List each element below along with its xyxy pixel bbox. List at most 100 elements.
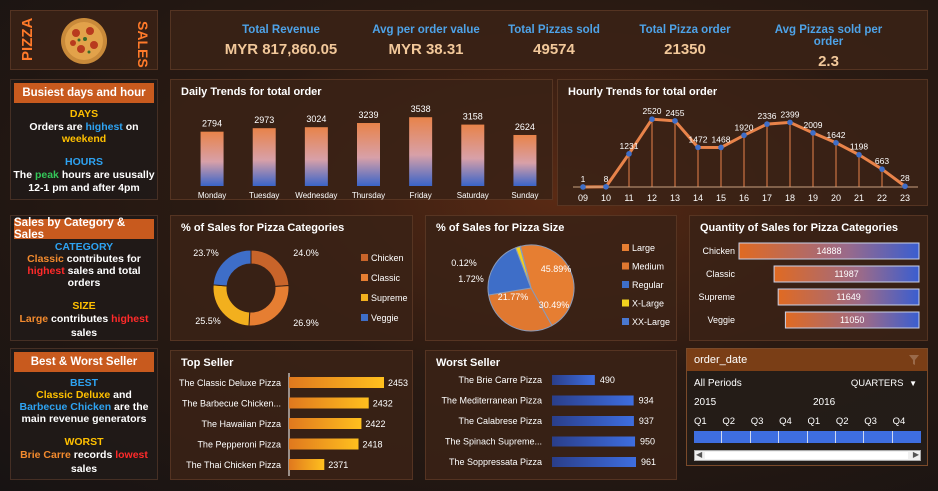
worst-line-2: sales bbox=[70, 463, 98, 475]
category-slice bbox=[250, 249, 290, 287]
timeline-granularity-dropdown[interactable]: QUARTERS ▼ bbox=[851, 378, 917, 389]
quarter-cell[interactable] bbox=[808, 431, 836, 443]
daily-bar bbox=[461, 124, 485, 186]
quarter-label: Q2 bbox=[835, 416, 849, 427]
size-highlight: Large bbox=[19, 313, 49, 325]
quarter-cell[interactable] bbox=[864, 431, 893, 443]
days-line-2: weekend bbox=[61, 133, 107, 145]
worst-seller-title: Worst Seller bbox=[436, 357, 500, 369]
quarter-cell[interactable] bbox=[722, 431, 751, 443]
legend-label: X-Large bbox=[632, 299, 664, 309]
quarter-cell[interactable] bbox=[893, 431, 921, 443]
hourly-point bbox=[649, 116, 655, 122]
worst-highlight: lowest bbox=[115, 449, 148, 461]
daily-bar-value: 2624 bbox=[515, 122, 535, 132]
pizza-icon bbox=[61, 18, 107, 64]
quarter-cell[interactable] bbox=[751, 431, 780, 443]
worst-seller-label: The Spinach Supreme... bbox=[445, 437, 542, 447]
worst-text: records bbox=[70, 449, 116, 461]
hourly-point bbox=[879, 166, 885, 172]
hourly-point-value: 1 bbox=[581, 174, 586, 184]
worst-seller-bar bbox=[552, 395, 634, 406]
top-seller-value: 2422 bbox=[365, 419, 385, 429]
qty-bar-label: Classic bbox=[706, 269, 736, 279]
scroll-left-icon[interactable]: ◀ bbox=[696, 450, 703, 459]
hourly-x-label: 13 bbox=[670, 193, 680, 203]
hourly-point-value: 2455 bbox=[666, 108, 685, 118]
daily-bar bbox=[304, 127, 328, 186]
daily-bar-value: 3538 bbox=[411, 104, 431, 114]
daily-bar-value: 2973 bbox=[254, 115, 274, 125]
kpi-total-revenue: Total Revenue MYR 817,860.05 bbox=[216, 11, 346, 58]
best-label: BEST bbox=[69, 377, 98, 389]
hourly-point-value: 8 bbox=[604, 174, 609, 184]
qty-bar-value: 14888 bbox=[816, 246, 841, 256]
qty-bar-value: 11649 bbox=[836, 292, 860, 302]
size-text: contributes bbox=[48, 313, 112, 325]
days-line-1: Orders are highest on bbox=[11, 121, 157, 134]
worst-seller-value: 950 bbox=[640, 437, 655, 447]
hourly-point bbox=[718, 144, 724, 151]
quarter-cell[interactable] bbox=[694, 431, 723, 443]
legend-label: Regular bbox=[632, 280, 664, 290]
hourly-point bbox=[672, 118, 678, 124]
worst-seller-label: The Brie Carre Pizza bbox=[458, 375, 542, 385]
daily-trend-chart: 2794 Monday 2973 Tuesday 3024 Wednesday 3239 Th… bbox=[198, 104, 539, 200]
quarter-label: Q1 bbox=[694, 416, 707, 427]
category-slice bbox=[212, 249, 252, 287]
quarter-cell[interactable] bbox=[836, 431, 865, 443]
hours-highlight: peak bbox=[34, 169, 59, 181]
quarter-cell[interactable] bbox=[779, 431, 808, 443]
best-pizza-2: Barbecue Chicken bbox=[19, 401, 112, 413]
legend-swatch bbox=[622, 262, 629, 270]
hourly-point-value: 1231 bbox=[620, 141, 639, 151]
daily-bar bbox=[357, 123, 380, 186]
quarter-label: Q3 bbox=[750, 416, 764, 427]
daily-bar-label: Saturday bbox=[457, 191, 489, 200]
hourly-point-value: 2009 bbox=[804, 120, 823, 130]
kpi-avg-pizzas-per-order: Avg Pizzas sold per order 2.3 bbox=[761, 11, 896, 70]
best-text: are the bbox=[111, 401, 149, 413]
best-and: and bbox=[110, 389, 132, 401]
kpi-title: Avg per order value bbox=[372, 24, 480, 36]
category-qty-chart: Chicken 14888 Classic 11987 Supreme 11649 Vegg… bbox=[698, 242, 920, 329]
timeline-track[interactable] bbox=[694, 431, 921, 443]
hourly-point-value: 2520 bbox=[643, 106, 662, 116]
daily-trend-panel: Daily Trends for total order 2794 Monday 2… bbox=[170, 79, 553, 200]
hourly-point-value: 2336 bbox=[758, 111, 777, 121]
hourly-x-label: 16 bbox=[739, 193, 749, 203]
hours-text: The bbox=[13, 169, 35, 181]
hourly-point bbox=[580, 184, 586, 190]
timeline-title: order_date bbox=[694, 354, 748, 366]
hourly-x-label: 10 bbox=[601, 193, 611, 203]
quarter-label: Q3 bbox=[864, 416, 877, 427]
legend-swatch bbox=[361, 294, 368, 301]
legend-label: XX-Large bbox=[632, 317, 670, 327]
brand-panel: PIZZA SALES bbox=[10, 10, 158, 70]
scroll-thumb[interactable] bbox=[705, 452, 908, 459]
clear-filter-icon[interactable] bbox=[908, 354, 920, 366]
size-highlight-2: highest bbox=[111, 313, 149, 325]
daily-bar bbox=[409, 117, 433, 186]
scroll-right-icon[interactable]: ▶ bbox=[912, 450, 919, 459]
size-slice bbox=[487, 247, 532, 296]
legend-swatch bbox=[361, 274, 368, 281]
kpi-title: Total Pizza order bbox=[639, 24, 731, 36]
hourly-point-value: 663 bbox=[875, 156, 889, 166]
timeline-slicer: order_date All Periods QUARTERS ▼ 2015 2… bbox=[686, 348, 928, 466]
daily-bar bbox=[200, 131, 224, 186]
size-slice bbox=[519, 244, 575, 327]
hourly-point bbox=[603, 183, 609, 190]
hourly-point-value: 1198 bbox=[850, 142, 869, 152]
kpi-value: 49574 bbox=[533, 41, 575, 58]
quarter-label: Q2 bbox=[722, 416, 736, 427]
hourly-point bbox=[764, 121, 770, 127]
timeline-scrollbar[interactable]: ◀ ▶ bbox=[694, 450, 921, 461]
qty-bar-label: Chicken bbox=[702, 246, 735, 256]
size-line-2: sales bbox=[70, 327, 98, 339]
kpi-value: MYR 38.31 bbox=[388, 41, 464, 58]
legend-label: Medium bbox=[632, 262, 664, 272]
qty-bar bbox=[738, 242, 920, 260]
best-worst-title: Best & Worst Seller bbox=[14, 352, 154, 372]
category-highlight-2: highest bbox=[27, 265, 65, 277]
